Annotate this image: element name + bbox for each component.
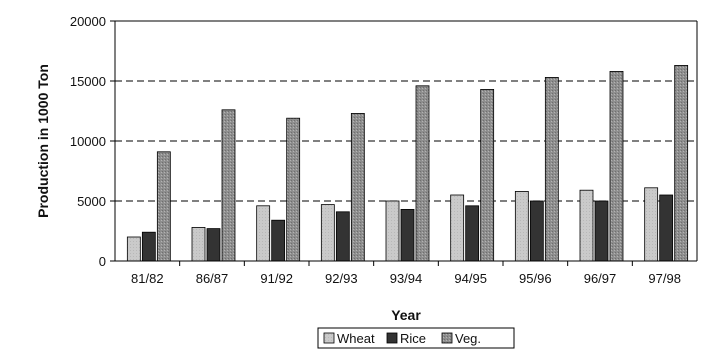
- y-tick-labels: 0 5000 10000 15000 20000: [70, 14, 106, 269]
- x-tick-label: 95/96: [519, 271, 552, 286]
- bar-veg-81-82: [156, 151, 171, 262]
- bar-rice-97-98: [659, 194, 674, 262]
- x-axis-title: Year: [391, 307, 421, 323]
- bars: [126, 65, 689, 262]
- bar-veg-86-87: [221, 109, 236, 262]
- bar-wheat-86-87: [191, 226, 206, 262]
- bar-rice-95-96: [529, 200, 544, 262]
- legend-swatch: [441, 332, 453, 344]
- legend-label: Veg.: [455, 331, 481, 346]
- bar-wheat-94-95: [450, 194, 465, 262]
- bar-wheat-97-98: [644, 187, 659, 262]
- y-tick-label: 15000: [70, 74, 106, 89]
- bar-veg-97-98: [674, 65, 689, 262]
- x-tick-labels: 81/82 86/87 91/92 92/93 93/94 94/95 95/96 96/97…: [131, 271, 681, 286]
- bar-wheat-95-96: [514, 190, 529, 262]
- bar-rice-86-87: [206, 228, 221, 262]
- legend-swatch: [323, 332, 335, 344]
- bar-wheat-91-92: [256, 205, 271, 262]
- axes: [110, 20, 698, 266]
- x-tick-label: 93/94: [390, 271, 423, 286]
- y-tick-label: 20000: [70, 14, 106, 29]
- legend-box: [317, 327, 515, 349]
- bar-wheat-93-94: [385, 200, 400, 262]
- bar-rice-92-93: [335, 211, 350, 262]
- bar-rice-91-92: [271, 219, 286, 262]
- x-tick-label: 92/93: [325, 271, 358, 286]
- bar-veg-92-93: [350, 113, 365, 262]
- x-tick-label: 96/97: [584, 271, 617, 286]
- y-tick-label: 10000: [70, 134, 106, 149]
- bar-veg-91-92: [286, 117, 301, 262]
- bar-wheat-96-97: [579, 189, 594, 262]
- legend-swatch: [386, 332, 398, 344]
- x-tick-label: 97/98: [648, 271, 681, 286]
- y-axis-title: Production in 1000 Ton: [35, 64, 51, 218]
- bar-rice-93-94: [400, 208, 415, 262]
- bar-wheat-92-93: [320, 204, 335, 262]
- y-tick-label: 0: [99, 254, 106, 269]
- x-tick-label: 94/95: [454, 271, 487, 286]
- bar-rice-94-95: [465, 205, 480, 262]
- bar-rice-96-97: [594, 200, 609, 262]
- legend-label: Wheat: [337, 331, 375, 346]
- y-tick-label: 5000: [77, 194, 106, 209]
- bar-veg-96-97: [609, 71, 624, 262]
- bar-rice-81-82: [141, 231, 156, 262]
- legend: Wheat Rice Veg.: [317, 327, 515, 349]
- x-tick-label: 91/92: [260, 271, 293, 286]
- bar-veg-95-96: [544, 77, 559, 262]
- bar-wheat-81-82: [126, 236, 141, 262]
- x-tick-label: 86/87: [196, 271, 229, 286]
- x-tick-label: 81/82: [131, 271, 164, 286]
- bar-veg-94-95: [480, 89, 495, 262]
- bar-veg-93-94: [415, 85, 430, 262]
- legend-label: Rice: [400, 331, 426, 346]
